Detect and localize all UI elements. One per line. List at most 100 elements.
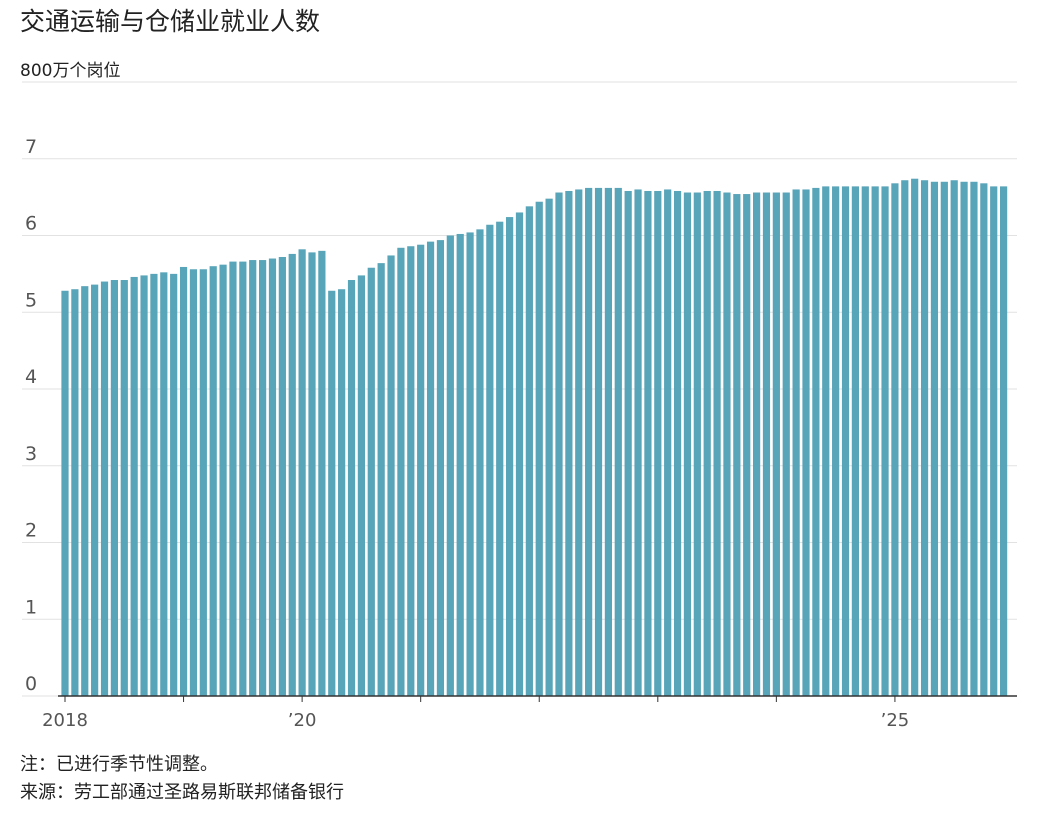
bar <box>229 261 237 696</box>
y-tick-label: 800万个岗位 <box>20 61 120 81</box>
bar <box>614 187 622 697</box>
bar <box>980 183 988 696</box>
bar <box>940 181 948 696</box>
bar <box>150 273 158 696</box>
bar <box>841 186 850 696</box>
bar <box>772 192 780 696</box>
bar <box>476 229 484 697</box>
bar <box>802 189 810 696</box>
bar <box>506 217 514 696</box>
bar <box>298 249 306 696</box>
bar <box>792 189 800 696</box>
bar <box>634 189 642 696</box>
bar <box>209 266 217 696</box>
y-tick-label: 2 <box>25 520 37 542</box>
bar <box>140 275 148 696</box>
bar <box>575 189 583 696</box>
bar <box>110 280 118 696</box>
bar <box>703 190 711 697</box>
bar <box>81 286 89 696</box>
y-tick-label: 6 <box>25 213 37 235</box>
bar <box>397 247 405 696</box>
bar <box>160 272 168 696</box>
bar <box>170 273 178 696</box>
bar <box>782 192 790 696</box>
bar <box>71 289 79 696</box>
bar <box>624 190 632 697</box>
bar <box>555 192 563 696</box>
chart-title: 交通运输与仓储业就业人数 <box>20 7 320 36</box>
bar <box>259 260 267 696</box>
bar <box>417 244 425 696</box>
y-tick-label: 7 <box>25 136 37 158</box>
bar <box>743 194 751 696</box>
x-tick-label: ’20 <box>288 710 317 731</box>
bar <box>970 181 978 696</box>
y-tick-label: 3 <box>25 443 37 465</box>
note: 注：已进行季节性调整。 <box>20 754 218 775</box>
bar <box>338 289 346 696</box>
y-tick-label: 4 <box>25 366 37 388</box>
bar <box>713 190 721 697</box>
bar <box>318 250 326 696</box>
bar <box>288 253 296 697</box>
x-tick-label: ’25 <box>881 710 910 731</box>
bar <box>367 267 375 696</box>
bar <box>496 221 504 696</box>
bar <box>328 290 336 696</box>
bar <box>466 232 474 696</box>
bar <box>61 290 69 696</box>
bar <box>901 180 909 697</box>
bar <box>733 194 741 696</box>
bar <box>594 187 603 697</box>
bar <box>1000 186 1008 696</box>
bar <box>456 233 464 696</box>
bar <box>565 190 573 697</box>
bar <box>664 189 672 696</box>
bar <box>189 269 198 696</box>
bar <box>822 186 830 696</box>
bar <box>812 187 820 697</box>
bar <box>436 240 445 697</box>
bar <box>268 258 277 696</box>
source: 来源：劳工部通过圣路易斯联邦储备银行 <box>20 782 344 803</box>
bar <box>347 280 356 696</box>
y-tick-label: 5 <box>25 289 37 311</box>
bar <box>249 260 257 696</box>
bar <box>762 192 771 696</box>
bar <box>91 284 99 696</box>
bar <box>930 181 939 696</box>
bar <box>960 181 968 696</box>
bar <box>881 186 889 696</box>
bar <box>891 183 899 696</box>
y-tick-label: 1 <box>25 596 37 618</box>
bar <box>387 255 395 696</box>
bar <box>753 192 761 696</box>
bar <box>920 180 929 697</box>
bar <box>357 275 365 696</box>
bar <box>950 180 958 697</box>
bar <box>851 186 859 696</box>
bar <box>990 186 998 696</box>
bar <box>446 235 454 696</box>
bar <box>911 178 919 696</box>
bar <box>861 186 869 696</box>
x-tick-label: 2018 <box>42 710 88 731</box>
bar <box>120 280 128 696</box>
bar <box>604 187 612 697</box>
bar <box>723 192 731 696</box>
bar <box>545 198 553 696</box>
bar <box>644 190 652 697</box>
bar <box>832 186 840 696</box>
bar <box>585 187 593 697</box>
bar <box>100 281 109 696</box>
bar <box>535 201 543 697</box>
bar <box>239 261 247 696</box>
bar <box>179 266 188 696</box>
bar <box>683 192 692 696</box>
bar <box>654 190 662 697</box>
bar <box>486 224 494 696</box>
bar <box>130 276 138 696</box>
bar <box>426 241 435 696</box>
